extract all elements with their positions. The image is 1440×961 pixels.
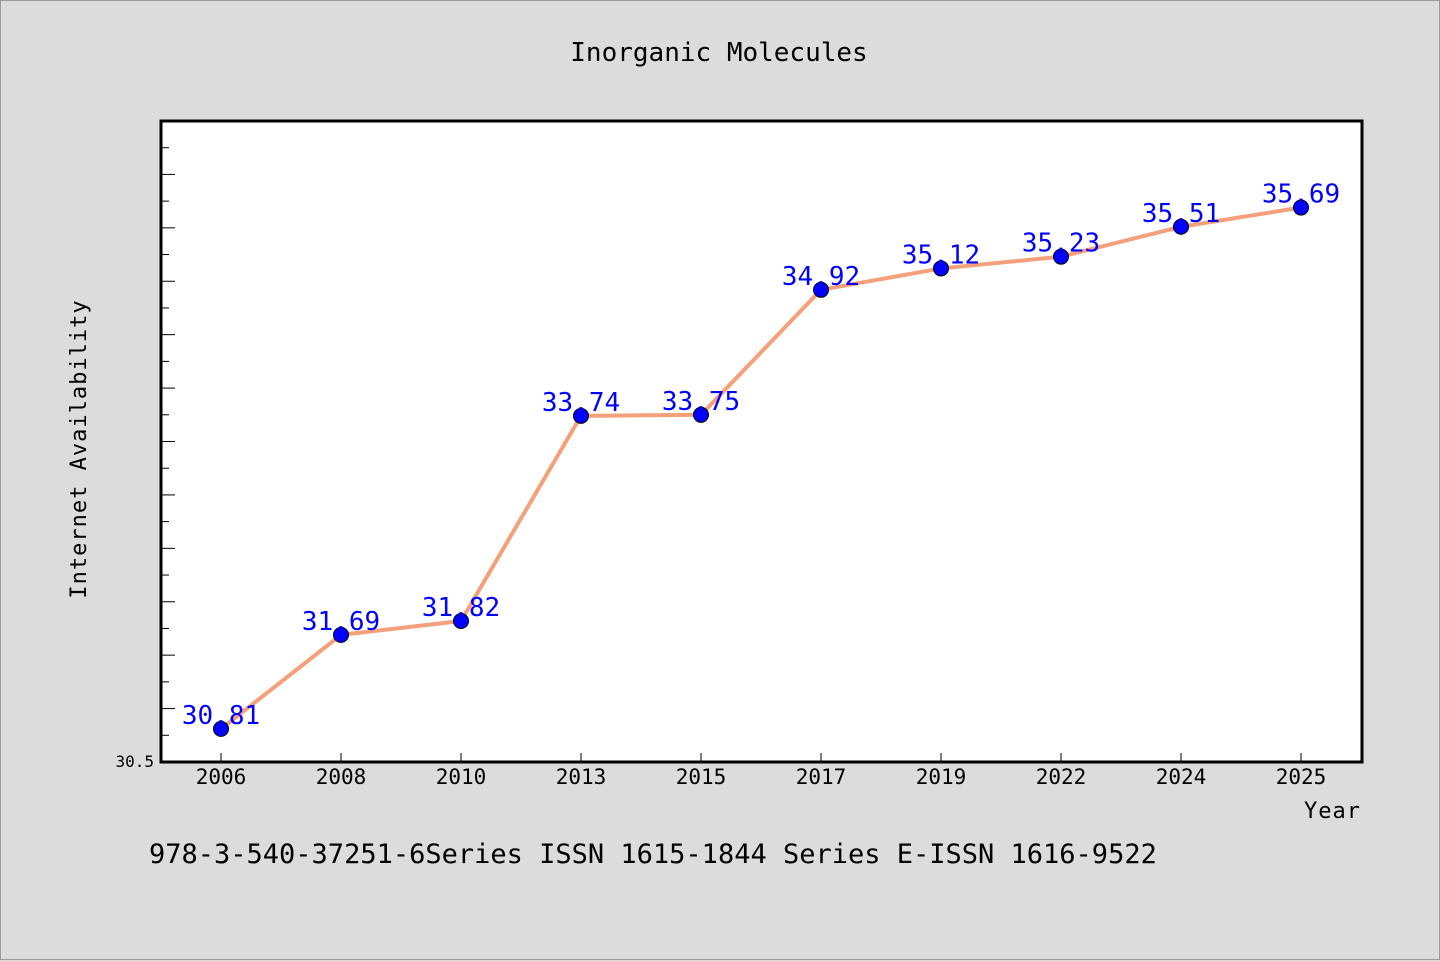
footer-text: 978-3-540-37251-6Series ISSN 1615-1844 S… <box>149 839 1157 870</box>
plot-area <box>159 119 1364 764</box>
data-label: 34.92 <box>782 262 860 292</box>
data-label: 35.12 <box>902 240 980 270</box>
y-axis-label: Internet Availability <box>67 299 92 598</box>
series-line <box>219 205 1302 731</box>
data-label: 35.23 <box>1022 229 1100 259</box>
x-tick-label: 2013 <box>556 765 607 789</box>
series-markers <box>213 199 1309 737</box>
data-point <box>693 406 709 423</box>
x-axis-tick-labels: 2006 2008 2010 2013 2015 2017 2019 2022 2024 2025 <box>196 765 1327 789</box>
x-tick-label: 2024 <box>1156 765 1207 789</box>
chart-title: Inorganic Molecules <box>570 38 867 68</box>
y-tick-label-min: 30.5 <box>115 752 154 771</box>
data-label: 33.74 <box>542 388 620 418</box>
data-point <box>813 281 829 298</box>
data-point <box>213 720 229 737</box>
data-point <box>453 612 469 629</box>
data-label: 31.82 <box>422 593 500 623</box>
x-tick-label: 2025 <box>1276 765 1327 789</box>
data-point <box>1053 248 1069 265</box>
x-axis-label: Year <box>1304 799 1361 824</box>
data-point <box>933 260 949 277</box>
x-tick-label: 2010 <box>436 765 487 789</box>
y-axis-ticks <box>161 120 175 763</box>
x-tick-label: 2017 <box>796 765 847 789</box>
data-label: 30.81 <box>182 701 260 731</box>
x-tick-label: 2019 <box>916 765 967 789</box>
data-label: 35.69 <box>1262 180 1340 210</box>
x-tick-label: 2006 <box>196 765 247 789</box>
x-axis-ticks <box>220 753 1302 762</box>
data-point <box>333 626 349 643</box>
data-label: 35.51 <box>1142 199 1220 229</box>
x-tick-label: 2015 <box>676 765 727 789</box>
x-tick-label: 2022 <box>1036 765 1087 789</box>
x-tick-label: 2008 <box>316 765 367 789</box>
data-labels: 30.81 31.69 31.82 33.74 33.75 34.92 35.12 35.23… <box>182 180 1340 731</box>
data-point <box>1173 218 1189 235</box>
data-point <box>1293 199 1309 216</box>
data-label: 33.75 <box>662 387 740 417</box>
data-point <box>573 407 589 424</box>
data-label: 31.69 <box>302 607 380 637</box>
